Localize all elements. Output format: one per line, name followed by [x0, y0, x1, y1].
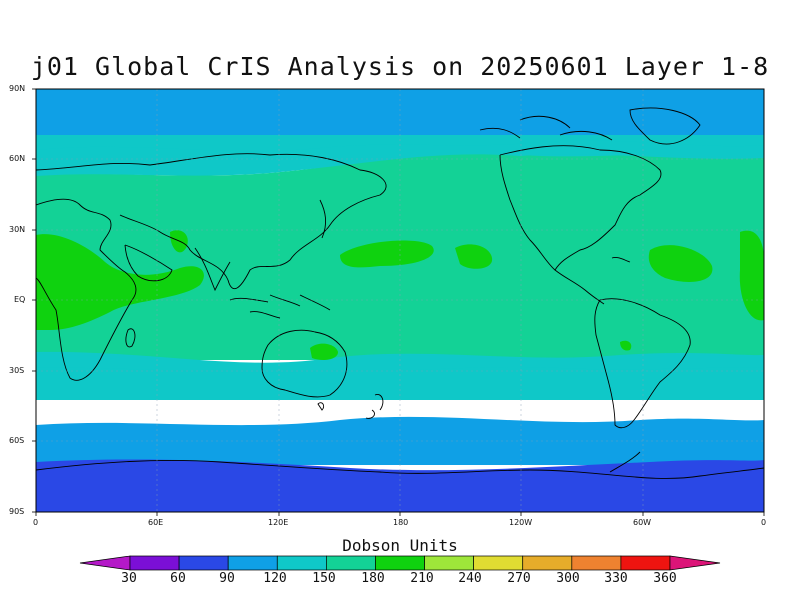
colorbar-label: 210: [410, 571, 434, 586]
colorbar-label: 330: [604, 571, 628, 586]
lon-label: 120E: [268, 518, 289, 527]
colorbar: [79, 555, 721, 571]
lon-label: 0: [761, 518, 767, 527]
band-south-mid-upper: [36, 351, 764, 373]
lon-label: 180: [393, 518, 409, 527]
patch-pacific-ne: [455, 244, 493, 269]
patch-africa: [36, 234, 204, 330]
patch-brazil: [620, 340, 632, 351]
tick-marks: [32, 88, 765, 516]
band-north-cyan-wave: [36, 140, 764, 176]
patch-australia: [310, 343, 338, 360]
colorbar-label: 240: [458, 571, 482, 586]
colorbar-swatch: [424, 555, 474, 571]
colorbar-swatch: [620, 555, 671, 571]
colorbar-arrow-low: [79, 555, 131, 571]
colorbar-label: 360: [653, 571, 677, 586]
map-field: [36, 89, 764, 512]
colorbar-swatch: [571, 555, 622, 571]
lat-label: 90N: [9, 84, 26, 93]
colorbar-swatch: [473, 555, 524, 571]
lat-label: 60N: [9, 154, 26, 163]
lon-label: 0: [33, 518, 39, 527]
lon-label: 60E: [148, 518, 164, 527]
colorbar-swatch: [522, 555, 573, 571]
patch-pacific-north: [340, 240, 434, 268]
colorbar-label: 60: [170, 571, 186, 586]
lat-label: 30S: [9, 366, 25, 375]
colorbar-label: 30: [121, 571, 137, 586]
lat-label: EQ: [14, 295, 26, 304]
lat-label: 60S: [9, 436, 25, 445]
colorbar-label: 120: [263, 571, 287, 586]
colorbar-label: 150: [312, 571, 336, 586]
colorbar-title: Dobson Units: [342, 536, 458, 555]
colorbar-swatch: [178, 555, 229, 571]
colorbar-swatch: [276, 555, 327, 571]
colorbar-arrow-high: [669, 555, 721, 571]
graticule: [36, 89, 764, 512]
lat-label: 30N: [9, 225, 26, 234]
colorbar-label: 180: [361, 571, 385, 586]
patch-west-africa-edge: [739, 230, 764, 321]
lon-label: 60W: [633, 518, 652, 527]
patch-atlantic: [648, 245, 713, 282]
colorbar-label: 90: [219, 571, 235, 586]
colorbar-label: 270: [507, 571, 531, 586]
colorbar-swatch: [375, 555, 425, 571]
lat-label: 90S: [9, 507, 25, 516]
band-mid-north: [36, 151, 764, 205]
lon-label: 120W: [509, 518, 533, 527]
coastlines: [36, 107, 764, 479]
colorbar-swatch: [326, 555, 376, 571]
colorbar-label: 300: [556, 571, 580, 586]
colorbar-swatch: [227, 555, 278, 571]
map-title: j01 Global CrIS Analysis on 20250601 Lay…: [30, 52, 770, 81]
colorbar-swatch: [129, 555, 180, 571]
